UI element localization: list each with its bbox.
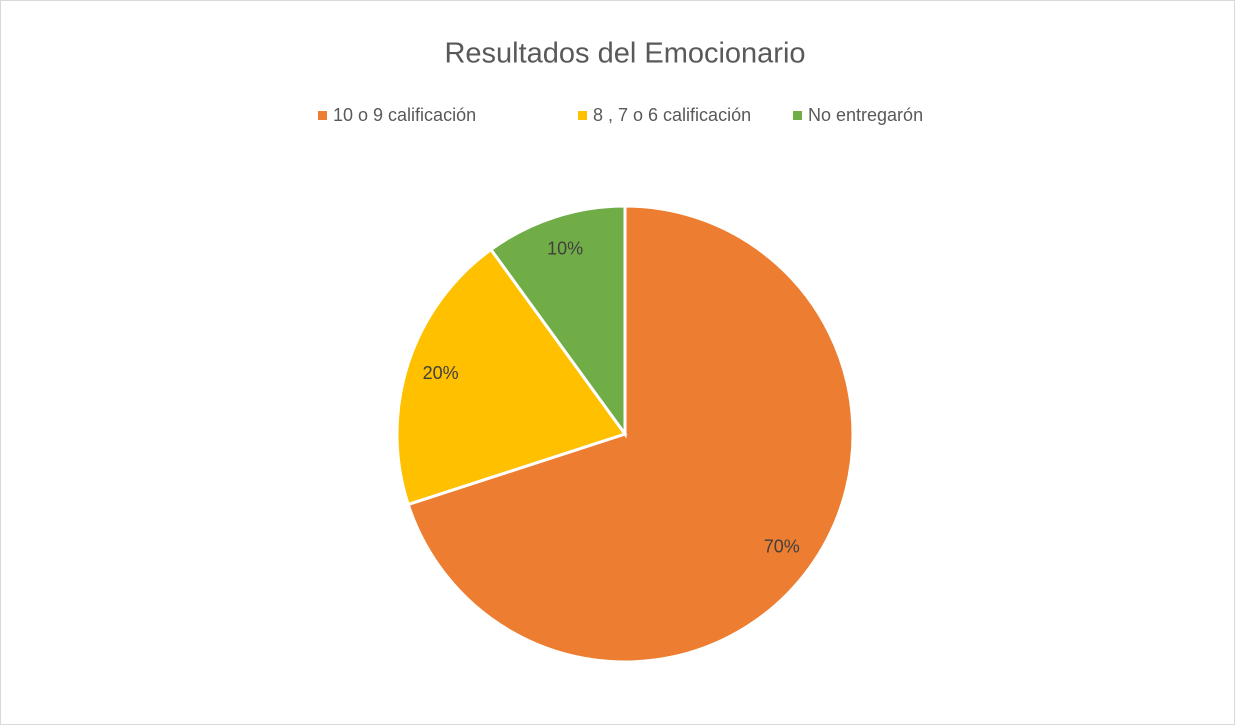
- pie-slice: [406, 204, 855, 664]
- chart-title: Resultados del Emocionario: [444, 38, 805, 70]
- data-label: 10%: [547, 238, 583, 258]
- legend-label: No entregarón: [808, 105, 923, 125]
- pie-slice: [395, 247, 628, 507]
- data-label: 70%: [764, 537, 800, 557]
- legend-swatch: [578, 111, 587, 120]
- legend-swatch: [793, 111, 802, 120]
- pie-slice: [488, 204, 627, 439]
- legend-label: 8 , 7 o 6 calificación: [593, 105, 751, 125]
- legend-label: 10 o 9 calificación: [333, 105, 476, 125]
- legend-swatch: [318, 111, 327, 120]
- data-label: 20%: [423, 363, 459, 383]
